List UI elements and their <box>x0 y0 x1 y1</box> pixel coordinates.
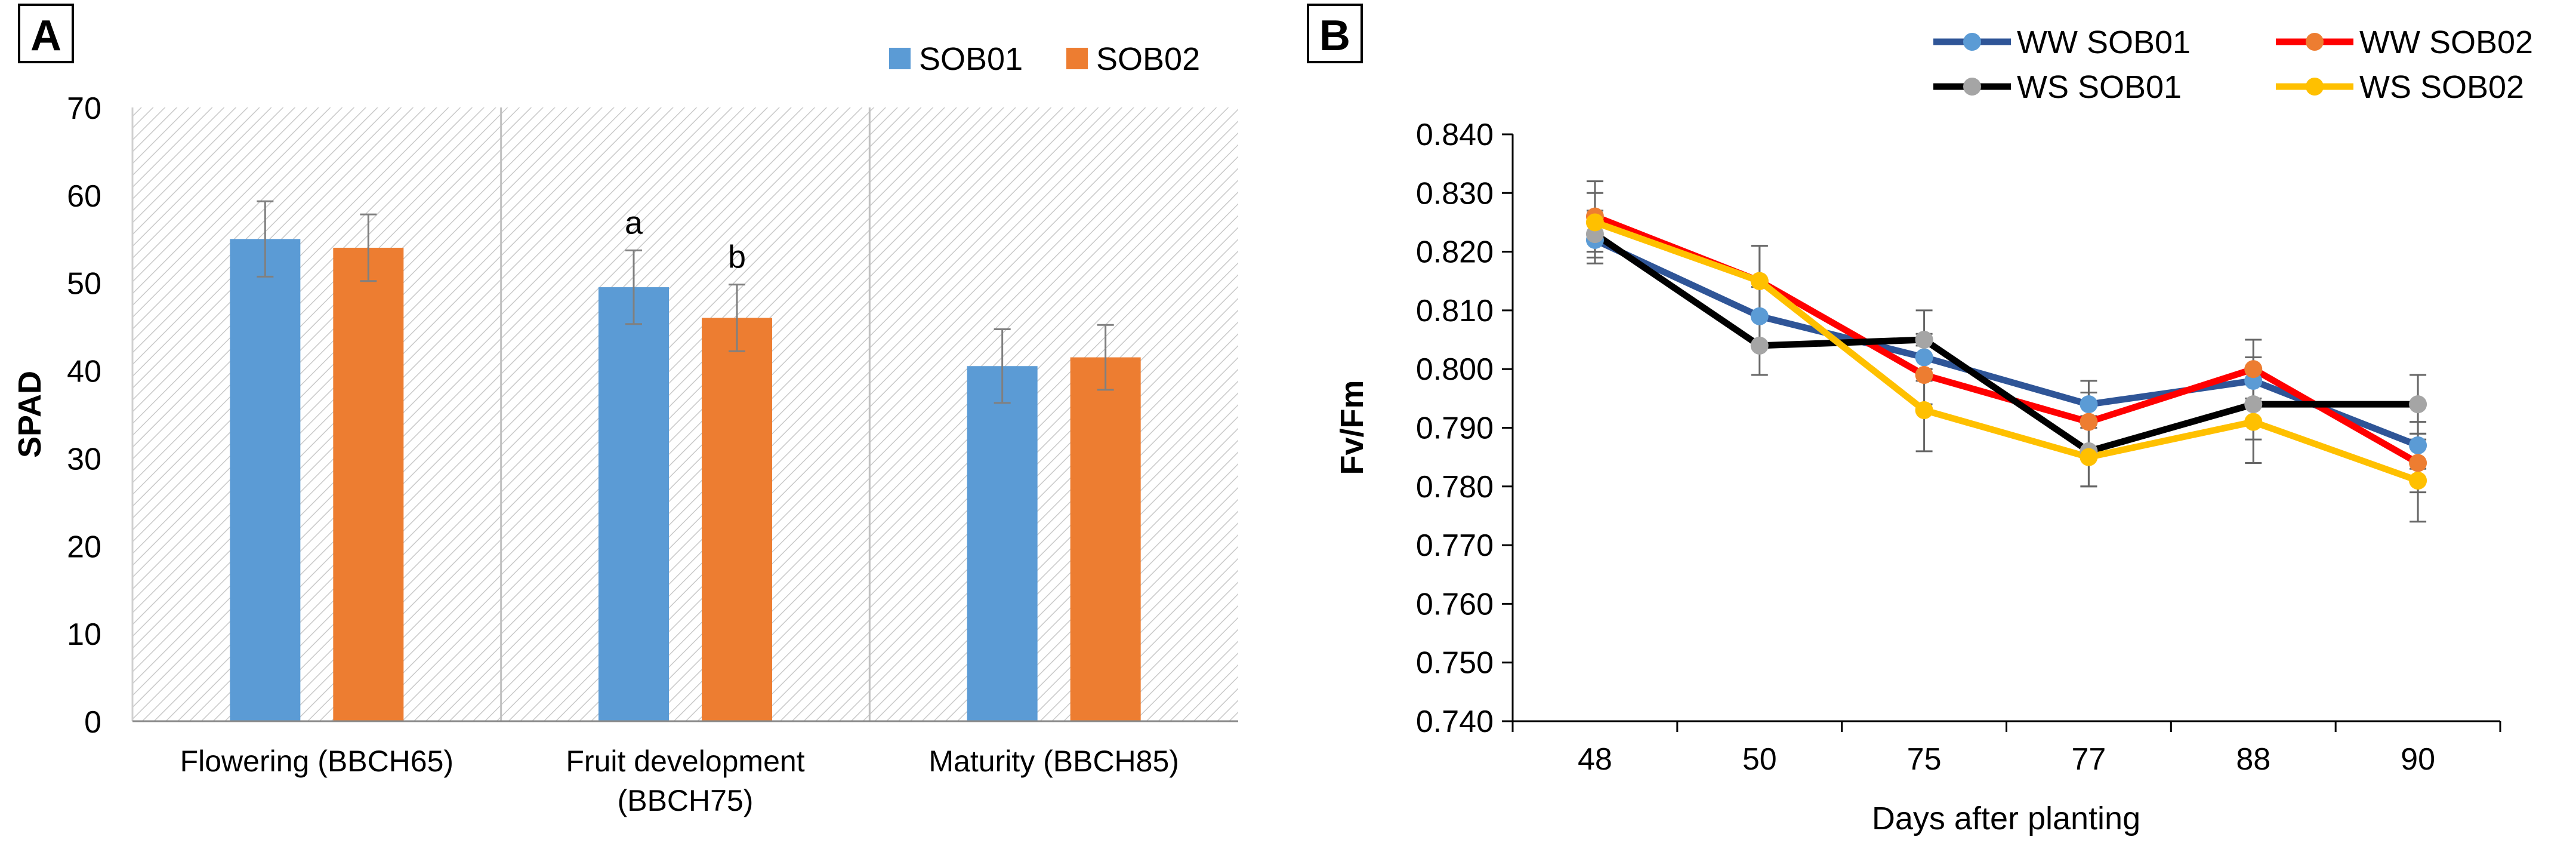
x-tick-label-a: Fruit development <box>566 744 804 778</box>
y-tick-label-a: 20 <box>67 530 101 564</box>
data-point-ww-sob01 <box>1915 348 1933 367</box>
data-point-ws-sob01 <box>1750 336 1769 355</box>
y-tick-label-b: 0.780 <box>1416 470 1494 504</box>
data-point-ws-sob02 <box>2409 471 2427 490</box>
data-point-ww-sob02 <box>2409 454 2427 472</box>
panel-a-label-box <box>18 4 74 63</box>
bar-sob02 <box>702 318 772 721</box>
y-tick-label-b: 0.790 <box>1416 411 1494 446</box>
data-point-ww-sob01 <box>2409 436 2427 454</box>
legend-b: WW SOB01 WW SOB02 WS SOB01 WS SOB02 <box>1933 24 2533 105</box>
plot-area-a <box>132 107 1238 721</box>
legend-label-ws-sob02: WS SOB02 <box>2359 69 2524 105</box>
x-tick-label-b: 75 <box>1907 742 1942 777</box>
data-point-ws-sob02 <box>1585 213 1604 232</box>
y-tick-label-b: 0.800 <box>1416 352 1494 387</box>
data-point-ws-sob02 <box>1750 272 1769 290</box>
data-point-ws-sob01 <box>1915 331 1933 349</box>
panel-b-label-box <box>1307 4 1363 63</box>
data-point-ws-sob02 <box>2244 413 2263 431</box>
y-tick-label-a: 0 <box>84 705 101 740</box>
legend-label-sob02: SOB02 <box>1096 41 1200 77</box>
x-axis-label-b: Days after planting <box>1872 801 2140 836</box>
y-tick-label-b: 0.760 <box>1416 587 1494 622</box>
y-tick-label-a: 50 <box>67 267 101 301</box>
data-point-ws-sob01 <box>2244 395 2263 414</box>
y-tick-label-a: 10 <box>67 617 101 652</box>
y-axis-label-a: SPAD <box>12 371 48 458</box>
bar-sob02 <box>333 247 404 721</box>
panel-b-label: B <box>1319 12 1350 60</box>
data-point-ww-sob01 <box>1750 307 1769 325</box>
y-tick-label-b: 0.740 <box>1416 704 1494 739</box>
significance-letter: b <box>728 239 746 275</box>
bar-sob02 <box>1070 357 1141 721</box>
x-tick-label-b: 90 <box>2401 742 2435 777</box>
y-tick-label-b: 0.830 <box>1416 176 1494 211</box>
x-tick-label-b: 77 <box>2071 742 2106 777</box>
legend-label-sob01: SOB01 <box>919 41 1023 77</box>
panel-a-label: A <box>30 12 61 60</box>
legend-label-ww-sob01: WW SOB01 <box>2017 24 2191 60</box>
y-tick-label-b: 0.770 <box>1416 528 1494 563</box>
y-tick-label-a: 60 <box>67 179 101 214</box>
panel-a: A 0 10 20 30 40 50 60 70 a b Flowering (BBCH65) F… <box>12 4 1238 817</box>
series-line-ws-sob02 <box>1594 219 2419 484</box>
series-line-ws-sob01 <box>1593 231 2418 455</box>
x-tick-label-b: 50 <box>1742 742 1777 777</box>
legend-marker-ws-sob02 <box>2306 78 2324 96</box>
legend-a: SOB01 SOB02 <box>889 41 1200 77</box>
legend-swatch-sob02 <box>1066 48 1088 69</box>
legend-marker-ww-sob02 <box>2306 33 2324 51</box>
series-line-ww-sob01 <box>1593 236 2420 449</box>
x-tick-label-b: 88 <box>2236 742 2270 777</box>
data-point-ww-sob02 <box>1915 366 1933 384</box>
bar-sob01 <box>230 239 301 721</box>
y-tick-label-b: 0.820 <box>1416 235 1494 270</box>
significance-letter: a <box>625 205 643 241</box>
series-line-ww-sob02 <box>1593 213 2420 466</box>
y-tick-label-a: 70 <box>67 91 101 126</box>
data-point-ws-sob02 <box>1915 401 1933 420</box>
x-tick-label-a: Maturity (BBCH85) <box>928 744 1179 778</box>
legend-marker-ww-sob01 <box>1963 33 1981 51</box>
data-point-ws-sob01 <box>2409 395 2427 414</box>
y-axis-label-b: Fv/Fm <box>1334 380 1370 475</box>
legend-marker-ws-sob01 <box>1963 78 1981 96</box>
bar-sob01 <box>967 366 1038 721</box>
y-tick-label-a: 30 <box>67 442 101 476</box>
legend-swatch-sob01 <box>889 48 911 69</box>
data-point-ww-sob02 <box>2244 360 2263 379</box>
panel-b: B 0.740 0.750 0.760 0.770 0.780 0.790 0.800 0.8… <box>1307 4 2533 836</box>
y-tick-label-b: 0.750 <box>1416 646 1494 681</box>
legend-label-ws-sob01: WS SOB01 <box>2017 69 2182 105</box>
legend-label-ww-sob02: WW SOB02 <box>2359 24 2533 60</box>
y-tick-label-a: 40 <box>67 355 101 389</box>
x-tick-label-a: Flowering (BBCH65) <box>180 744 454 778</box>
y-tick-label-b: 0.840 <box>1416 118 1494 152</box>
x-tick-label-b: 48 <box>1578 742 1612 777</box>
data-point-ww-sob02 <box>2080 413 2098 431</box>
y-tick-label-b: 0.810 <box>1416 294 1494 328</box>
bar-sob01 <box>599 287 669 721</box>
x-tick-label-a: (BBCH75) <box>618 784 754 817</box>
data-point-ws-sob02 <box>2080 448 2098 466</box>
data-point-ww-sob01 <box>2080 395 2098 414</box>
